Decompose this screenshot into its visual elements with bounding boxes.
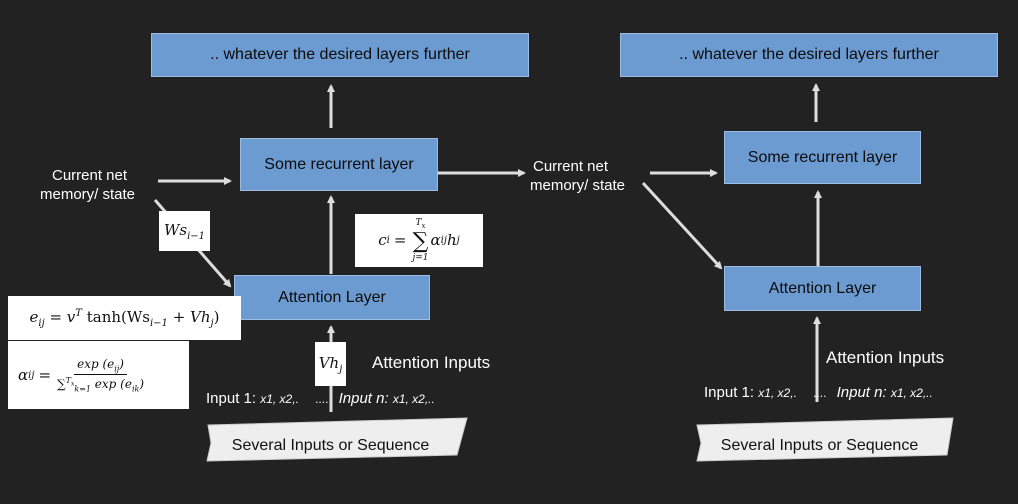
a-lhs: α — [18, 366, 29, 384]
sigma-symbol: ∑ — [412, 228, 429, 254]
c-alpha-sub: ij — [440, 234, 447, 246]
a-den-mid: exp (e — [90, 377, 132, 391]
left-recurrent-label: Some recurrent layer — [264, 155, 414, 173]
e-lhs: e — [29, 307, 39, 326]
right-attention-label: Attention Layer — [768, 279, 877, 297]
a-denominator: ∑Txk=1 exp (eik) — [57, 375, 144, 393]
vh-text: Vh — [318, 353, 340, 372]
right-inputn-prefix: Input n: — [836, 384, 887, 401]
e-rhs-end: ) — [213, 307, 220, 326]
left-state-line-2: memory/ state — [40, 186, 136, 203]
left-state-line-1: Current net — [51, 167, 128, 184]
c-equals: = — [393, 231, 407, 250]
left-inputs-row: Input 1: x1, x2,. .... Input n: x1, x2,.… — [206, 390, 435, 407]
c-lhs: c — [378, 231, 387, 250]
left-attention-label: Attention Layer — [278, 288, 386, 306]
right-state-line-2: memory/ state — [530, 177, 626, 194]
right-recurrent-layer-box: Some recurrent layer — [724, 131, 921, 184]
a-equals: = — [38, 366, 52, 384]
right-dots: .... — [813, 386, 827, 400]
left-dots: .... — [315, 392, 329, 406]
c-sum-bottom: j=1 — [412, 252, 429, 263]
right-state-label: Current net memory/ state — [530, 157, 625, 195]
e-rhs-pre: = v — [49, 307, 76, 326]
left-inputn-values: x1, x2,.. — [392, 392, 435, 406]
e-rhs-mid: tanh(Ws — [81, 307, 150, 326]
right-top-layers-label: .. whatever the desired layers further — [679, 46, 939, 63]
left-input1-prefix: Input 1: — [206, 390, 257, 407]
a-den-sigma: ∑ — [57, 377, 66, 391]
left-top-layers-label: .. whatever the desired layers further — [210, 46, 470, 63]
ws-formula: Wsi−1 — [164, 221, 205, 242]
a-fraction: exp (eij) ∑Txk=1 exp (eik) — [57, 357, 144, 394]
sequence-shape-right — [696, 417, 954, 462]
a-lhs-sub: ij — [28, 369, 35, 381]
arrow-right-state-to-attention — [641, 181, 723, 270]
c-sum-top: Tx — [415, 218, 425, 231]
right-recurrent-label: Some recurrent layer — [747, 148, 898, 166]
c-lhs-sub: i — [386, 234, 390, 246]
left-top-layers-box: .. whatever the desired layers further — [151, 33, 529, 77]
right-inputs-row: Input 1: x1, x2,. .... Input n: x1, x2,.… — [704, 384, 933, 401]
left-attention-inputs-label: Attention Inputs — [372, 353, 491, 372]
left-recurrent-layer-box: Some recurrent layer — [240, 138, 438, 191]
a-num-end: ) — [119, 356, 124, 371]
c-sum-top-text: T — [415, 218, 422, 229]
right-input1-prefix: Input 1: — [704, 384, 755, 401]
e-rhs-sub1: i−1 — [149, 317, 168, 329]
left-sequence-label: Several Inputs or Sequence — [231, 437, 430, 454]
right-inputn-values: x1, x2,.. — [890, 386, 933, 400]
energy-formula-card: eij = vT tanh(Wsi−1 + Vhj) — [8, 296, 241, 340]
a-den-top: Tx — [65, 376, 75, 388]
sequence-shape-left — [206, 417, 468, 462]
a-numerator: exp (eij) — [74, 357, 127, 375]
vh-sub: j — [339, 363, 343, 375]
e-rhs-sup: T — [75, 307, 82, 319]
vh-formula: Vhj — [319, 354, 343, 375]
vh-formula-card: Vhj — [315, 342, 346, 386]
a-den-sub: ik — [131, 384, 140, 394]
a-den-top-sub: x — [70, 380, 75, 388]
right-sequence-label: Several Inputs or Sequence — [720, 437, 919, 454]
a-den-end: ) — [139, 377, 145, 391]
c-h-sub: j — [456, 234, 460, 246]
energy-formula: eij = vT tanh(Wsi−1 + Vhj) — [29, 308, 219, 329]
ws-formula-card: Wsi−1 — [159, 211, 210, 251]
a-den-top-text: T — [65, 376, 71, 385]
ws-sub: i−1 — [187, 230, 206, 242]
a-num-sub: ij — [114, 364, 120, 373]
left-attention-layer-box: Attention Layer — [234, 275, 430, 320]
left-state-label: Current net memory/ state — [40, 166, 135, 204]
right-state-line-1: Current net — [532, 158, 609, 175]
alpha-formula-card: α ij = exp (eij) ∑Txk=1 exp (eik) — [8, 341, 189, 409]
alpha-formula: α ij = exp (eij) ∑Txk=1 exp (eik) — [18, 357, 146, 394]
e-lhs-sub: ij — [38, 317, 45, 329]
right-attention-inputs-label: Attention Inputs — [826, 348, 945, 367]
c-h: h — [446, 231, 457, 250]
left-input1-values: x1, x2,. — [260, 392, 299, 406]
c-alpha: α — [430, 231, 441, 250]
left-inputn-prefix: Input n: — [338, 390, 389, 407]
right-attention-layer-box: Attention Layer — [724, 266, 921, 311]
e-rhs-sub2: j — [210, 317, 214, 329]
ws-text: Ws — [163, 220, 188, 239]
c-sum: Tx ∑ j=1 — [412, 218, 428, 263]
c-sum-top-sub: x — [421, 221, 426, 230]
a-num-text: exp (e — [77, 356, 115, 371]
e-rhs-mid2: + Vh — [167, 307, 211, 326]
right-input1-values: x1, x2,. — [758, 386, 797, 400]
right-top-layers-box: .. whatever the desired layers further — [620, 33, 998, 77]
a-den-lim: k=1 — [74, 384, 91, 394]
